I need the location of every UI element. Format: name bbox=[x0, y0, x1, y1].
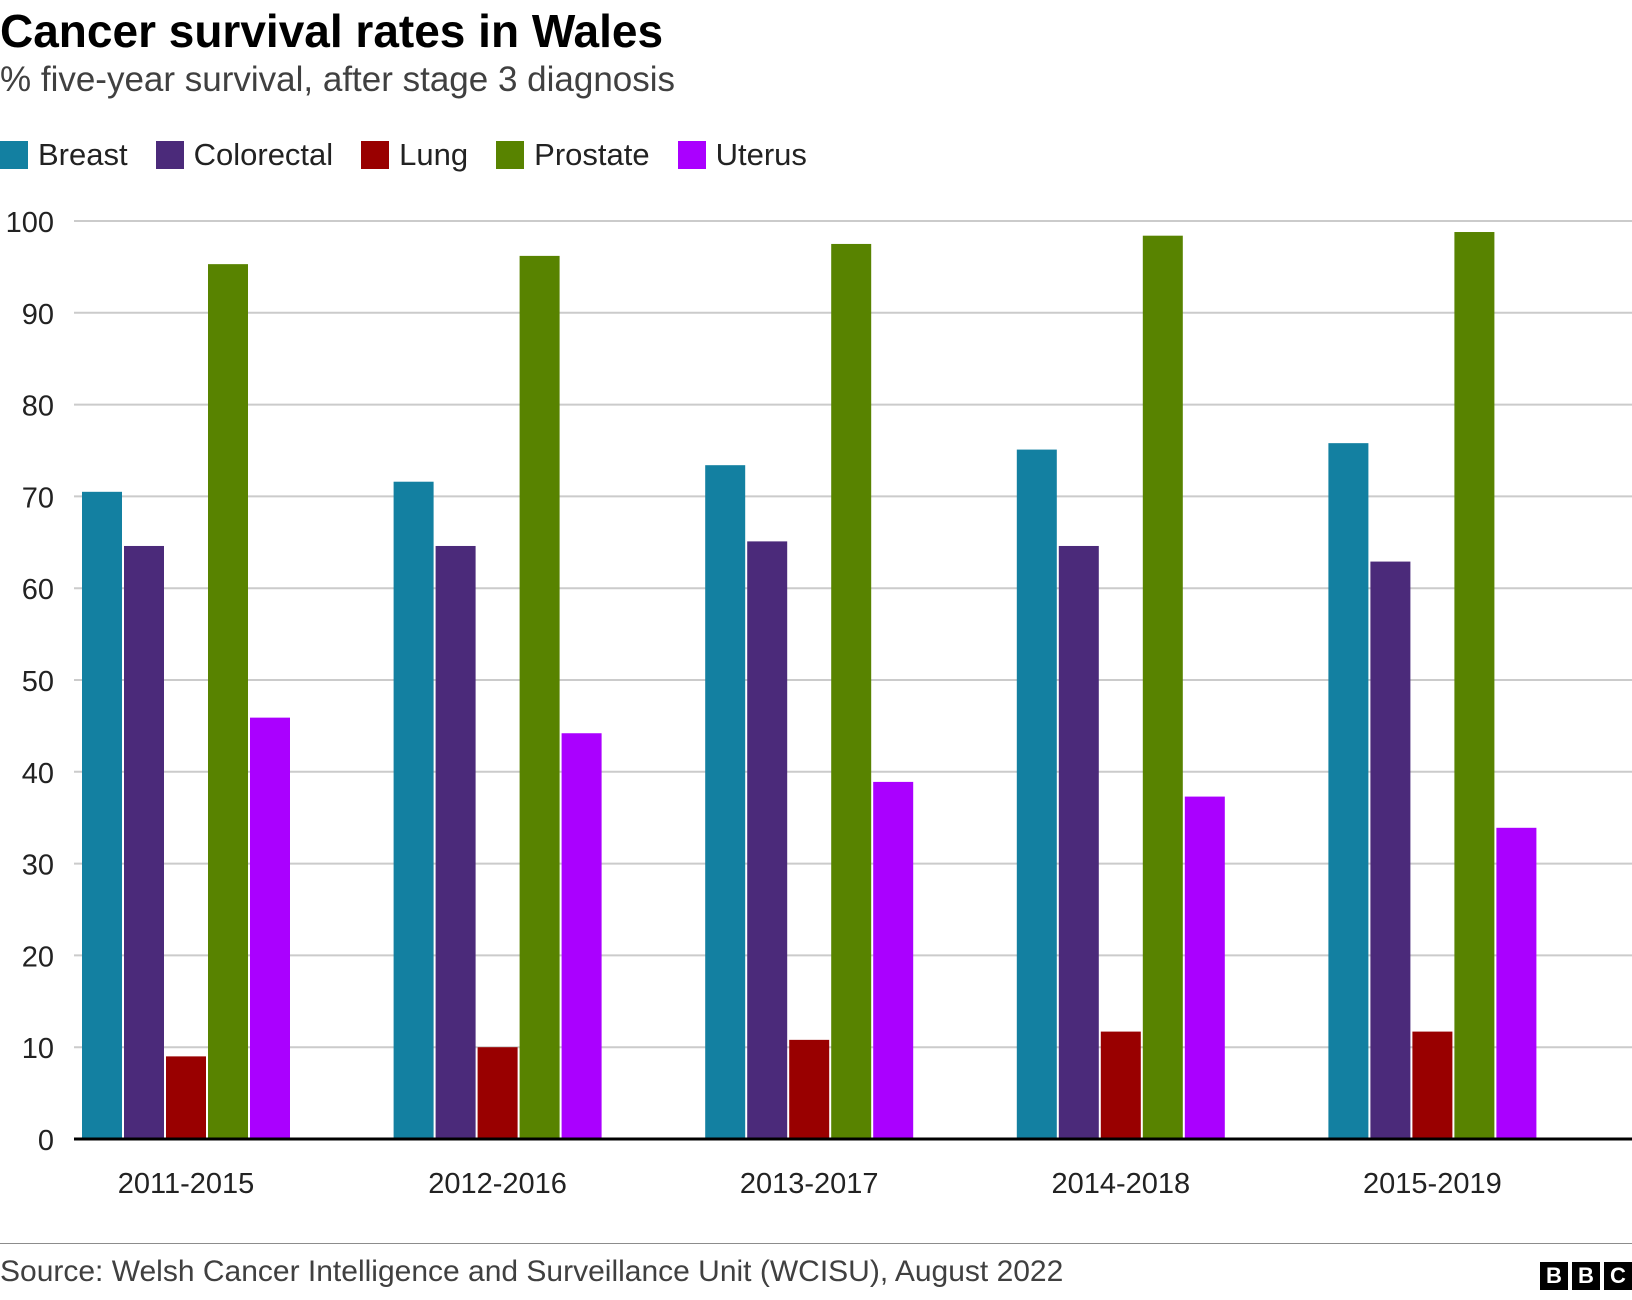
y-tick-label-50: 50 bbox=[22, 666, 54, 698]
bar-uterus-2015-2019 bbox=[1496, 827, 1537, 1139]
y-tick-label-0: 0 bbox=[38, 1125, 54, 1157]
bar-prostate-2011-2015 bbox=[208, 264, 248, 1139]
bar-lung-2015-2019 bbox=[1412, 1031, 1453, 1139]
bar-colorectal-2011-2015 bbox=[124, 545, 164, 1139]
x-tick-label-2011-2015: 2011-2015 bbox=[118, 1168, 255, 1200]
bar-lung-2012-2016 bbox=[477, 1047, 518, 1139]
bar-lung-2013-2017 bbox=[789, 1039, 830, 1139]
y-tick-label-40: 40 bbox=[22, 758, 54, 790]
bar-colorectal-2013-2017 bbox=[747, 541, 788, 1139]
bar-prostate-2014-2018 bbox=[1142, 235, 1183, 1140]
bar-colorectal-2015-2019 bbox=[1370, 561, 1411, 1139]
legend-swatch-prostate bbox=[496, 141, 525, 169]
legend-swatch-breast bbox=[0, 141, 28, 169]
legend-swatch-colorectal bbox=[155, 141, 184, 169]
bar-uterus-2013-2017 bbox=[873, 781, 914, 1139]
bbc-logo: B B C bbox=[1536, 1262, 1632, 1290]
legend-label-breast: Breast bbox=[38, 137, 128, 172]
bar-colorectal-2014-2018 bbox=[1058, 545, 1099, 1139]
x-tick-label-2014-2018: 2014-2018 bbox=[1051, 1168, 1190, 1200]
bar-prostate-2015-2019 bbox=[1454, 232, 1495, 1139]
y-tick-label-20: 20 bbox=[22, 941, 54, 973]
bar-colorectal-2012-2016 bbox=[435, 545, 476, 1139]
bar-lung-2014-2018 bbox=[1100, 1031, 1141, 1139]
legend-item-breast: Breast bbox=[0, 137, 128, 173]
y-tick-label-100: 100 bbox=[6, 207, 54, 239]
bar-lung-2011-2015 bbox=[166, 1056, 206, 1139]
y-tick-label-30: 30 bbox=[22, 850, 54, 882]
legend-label-colorectal: Colorectal bbox=[193, 137, 334, 172]
legend-item-uterus: Uterus bbox=[677, 137, 807, 173]
y-tick-label-90: 90 bbox=[22, 299, 54, 331]
legend-item-lung: Lung bbox=[361, 137, 468, 173]
bar-chart: 0 10 20 30 40 50 60 70 80 90 100 2011-2015 2012-2016… bbox=[6, 207, 1632, 1200]
chart-subtitle: % five-year survival, after stage 3 diag… bbox=[0, 60, 676, 99]
bar-breast-2015-2019 bbox=[1328, 443, 1369, 1139]
bar-breast-2013-2017 bbox=[705, 465, 746, 1139]
legend-item-prostate: Prostate bbox=[496, 137, 650, 173]
y-tick-label-80: 80 bbox=[22, 391, 54, 423]
x-tick-label-2012-2016: 2012-2016 bbox=[428, 1168, 567, 1200]
bar-prostate-2012-2016 bbox=[519, 255, 560, 1139]
y-tick-label-60: 60 bbox=[22, 574, 54, 606]
bar-breast-2011-2015 bbox=[82, 491, 122, 1139]
bbc-logo-letter-3: C bbox=[1604, 1262, 1632, 1290]
x-tick-label-2015-2019: 2015-2019 bbox=[1363, 1168, 1502, 1200]
bar-uterus-2014-2018 bbox=[1184, 796, 1225, 1139]
source-note: Source: Welsh Cancer Intelligence and Su… bbox=[0, 1255, 1064, 1288]
y-tick-label-10: 10 bbox=[22, 1033, 54, 1065]
legend: Breast Colorectal Lung Prostate Uterus bbox=[0, 135, 835, 175]
bar-prostate-2013-2017 bbox=[831, 243, 872, 1139]
legend-item-colorectal: Colorectal bbox=[155, 137, 334, 173]
legend-label-lung: Lung bbox=[399, 137, 469, 172]
bar-uterus-2011-2015 bbox=[250, 717, 290, 1139]
legend-label-uterus: Uterus bbox=[715, 137, 807, 172]
bbc-logo-letter-2: B bbox=[1572, 1262, 1600, 1290]
legend-swatch-uterus bbox=[677, 141, 706, 169]
y-tick-label-70: 70 bbox=[22, 482, 54, 514]
bbc-logo-letter-1: B bbox=[1540, 1262, 1568, 1290]
bar-breast-2012-2016 bbox=[393, 481, 434, 1139]
bar-breast-2014-2018 bbox=[1016, 449, 1057, 1139]
footer-divider bbox=[0, 1243, 1632, 1244]
x-tick-label-2013-2017: 2013-2017 bbox=[740, 1168, 879, 1200]
legend-swatch-lung bbox=[361, 141, 390, 169]
chart-title: Cancer survival rates in Wales bbox=[0, 5, 664, 57]
bar-uterus-2012-2016 bbox=[561, 733, 602, 1139]
legend-label-prostate: Prostate bbox=[534, 137, 650, 172]
